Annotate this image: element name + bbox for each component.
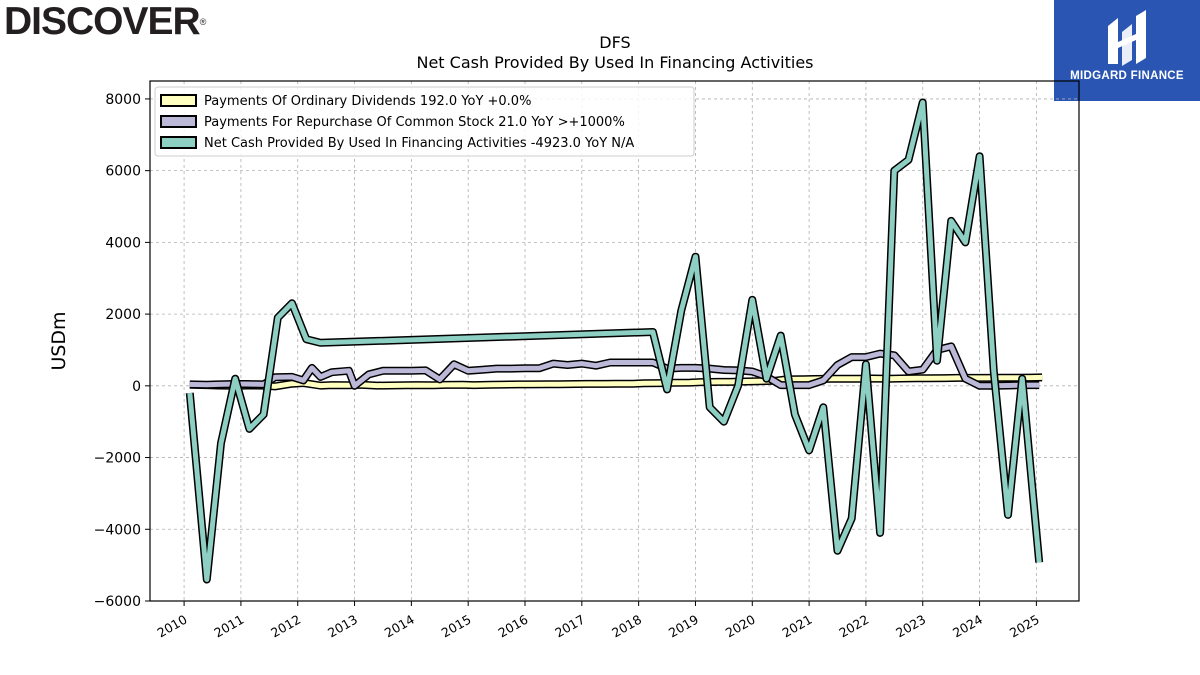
y-tick-label: 0: [132, 379, 141, 395]
publisher-badge: MIDGARD FINANCE: [1054, 0, 1200, 101]
y-tick-label: −6000: [94, 594, 141, 610]
legend: Payments Of Ordinary Dividends 192.0 YoY…: [154, 86, 695, 157]
x-tick-label: 2013: [325, 612, 360, 641]
x-tick-label: 2021: [780, 612, 815, 641]
y-tick-label: 2000: [105, 307, 141, 323]
legend-label: Net Cash Provided By Used In Financing A…: [204, 136, 634, 151]
x-tick-label: 2017: [552, 612, 587, 641]
x-tick-label: 2015: [439, 612, 474, 641]
legend-item: Payments For Repurchase Of Common Stock …: [160, 115, 625, 130]
series-0-stroke: [189, 374, 1043, 389]
x-tick-label: 2023: [893, 612, 928, 641]
legend-item: Net Cash Provided By Used In Financing A…: [160, 136, 634, 151]
x-tick-label: 2012: [268, 612, 303, 641]
x-tick-label: 2019: [666, 612, 701, 641]
series-2-stroke: [187, 100, 1042, 582]
x-tick-label: 2024: [950, 612, 985, 641]
x-tick-label: 2014: [382, 612, 417, 641]
publisher-name: MIDGARD FINANCE: [1070, 70, 1184, 82]
y-tick-label: 4000: [105, 235, 141, 251]
company-logo-text: DISCOVER: [4, 0, 201, 43]
y-tick-label: −4000: [94, 522, 141, 538]
legend-box: [154, 86, 695, 157]
legend-label: Payments Of Ordinary Dividends 192.0 YoY…: [204, 94, 531, 109]
series-1-stroke: [189, 343, 1040, 389]
y-tick-label: 6000: [105, 164, 141, 180]
series-1-line: [189, 342, 1040, 390]
series-2-line: [185, 98, 1044, 584]
trademark-mark: ®: [199, 17, 207, 27]
x-tick-label: 2018: [609, 612, 644, 641]
series-lines: [185, 98, 1044, 584]
chart-subtitle: Net Cash Provided By Used In Financing A…: [416, 53, 813, 72]
x-tick-label: 2016: [495, 612, 530, 641]
y-tick-label: 8000: [105, 92, 141, 108]
mf-monogram-icon: [1108, 10, 1146, 66]
x-tick-label: 2011: [211, 612, 246, 641]
series-0-line: [189, 373, 1043, 391]
x-tick-label: 2020: [723, 612, 758, 641]
x-tick-label: 2025: [1007, 612, 1042, 641]
chart-title: DFS: [599, 33, 630, 52]
legend-item: Payments Of Ordinary Dividends 192.0 YoY…: [160, 94, 531, 109]
company-logo: DISCOVER®: [4, 0, 207, 43]
y-tick-label: −2000: [94, 451, 141, 467]
legend-entries: Payments Of Ordinary Dividends 192.0 YoY…: [160, 94, 634, 151]
y-axis-label: USDm: [48, 311, 70, 370]
plot-frame: [149, 80, 1080, 602]
legend-swatch: [160, 136, 197, 149]
legend-swatch: [160, 94, 197, 107]
legend-swatch: [160, 115, 197, 128]
x-tick-label: 2010: [155, 612, 190, 641]
legend-label: Payments For Repurchase Of Common Stock …: [204, 115, 625, 130]
x-tick-label: 2022: [836, 612, 871, 641]
